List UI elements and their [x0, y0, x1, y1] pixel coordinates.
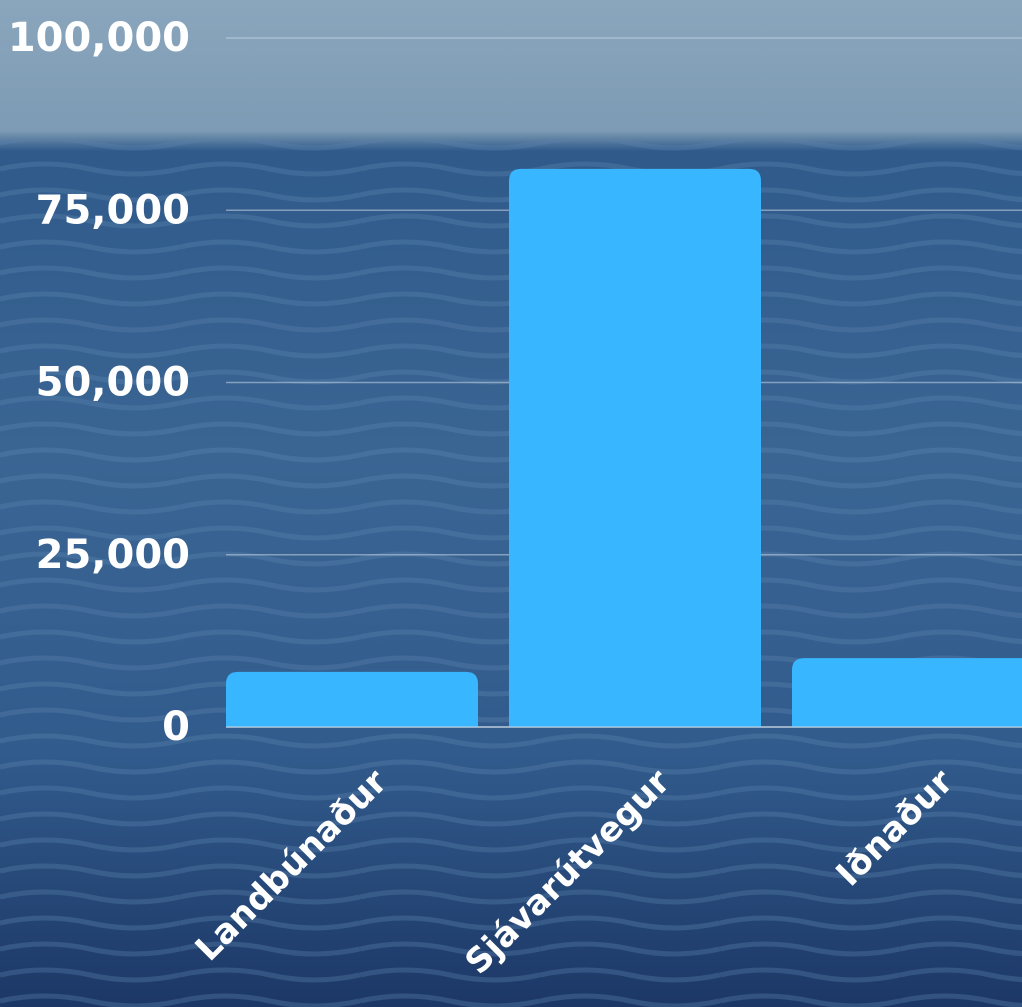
y-tick-label: 100,000 — [8, 15, 190, 61]
y-tick-label: 0 — [162, 704, 190, 750]
y-tick-label: 75,000 — [36, 187, 190, 233]
bar — [226, 671, 478, 727]
bar — [509, 168, 761, 727]
bar — [792, 658, 1022, 727]
y-tick-label: 25,000 — [36, 532, 190, 578]
y-tick-label: 50,000 — [36, 360, 190, 406]
